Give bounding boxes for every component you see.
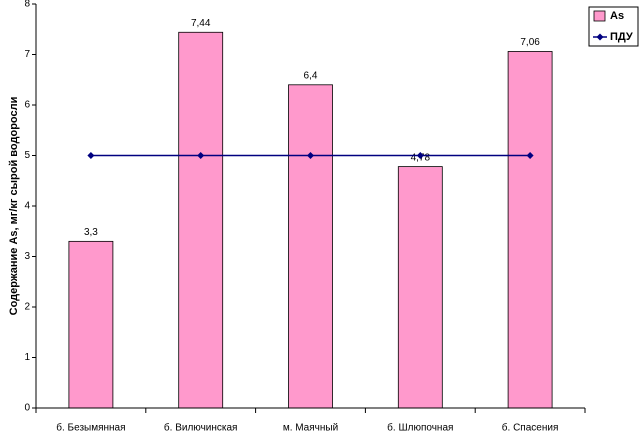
x-tick-label: б. Спасения: [502, 422, 559, 434]
y-tick-label: 3: [24, 251, 30, 262]
x-tick-label: м. Маячный: [283, 423, 338, 434]
marker: [197, 152, 205, 159]
marker: [87, 152, 95, 159]
marker: [526, 152, 534, 159]
y-tick-label: 2: [24, 302, 30, 313]
x-tick-label: б. Вилючинская: [164, 422, 238, 434]
y-tick-label: 4: [24, 201, 30, 212]
data-label: 6,4: [304, 70, 318, 81]
bar: [288, 84, 333, 409]
bar: [397, 166, 443, 409]
y-tick-label: 0: [24, 403, 30, 414]
data-label: 7,44: [191, 18, 211, 29]
y-tick-label: 7: [24, 49, 30, 60]
data-label: 7,06: [520, 37, 540, 48]
x-tick-label: б. Шлюпочная: [387, 422, 453, 434]
legend-swatch: [593, 10, 606, 22]
y-tick-label: 6: [24, 100, 30, 111]
legend-label: As: [610, 10, 624, 22]
y-tick-label: 5: [24, 150, 30, 161]
bar: [507, 51, 553, 409]
marker: [416, 152, 424, 159]
x-tick-label: б. Безымянная: [56, 422, 125, 434]
data-label: 3,3: [84, 227, 98, 238]
bar: [68, 240, 114, 409]
legend-marker: [596, 33, 604, 41]
marker: [307, 152, 314, 159]
legend-label: ПДУ: [610, 31, 633, 43]
y-tick-label: 1: [24, 352, 30, 363]
y-tick-label: 8: [24, 0, 30, 10]
y-axis-label: Содержание As, мг/кг сырой водоросли: [8, 97, 20, 316]
bar: [178, 31, 224, 409]
